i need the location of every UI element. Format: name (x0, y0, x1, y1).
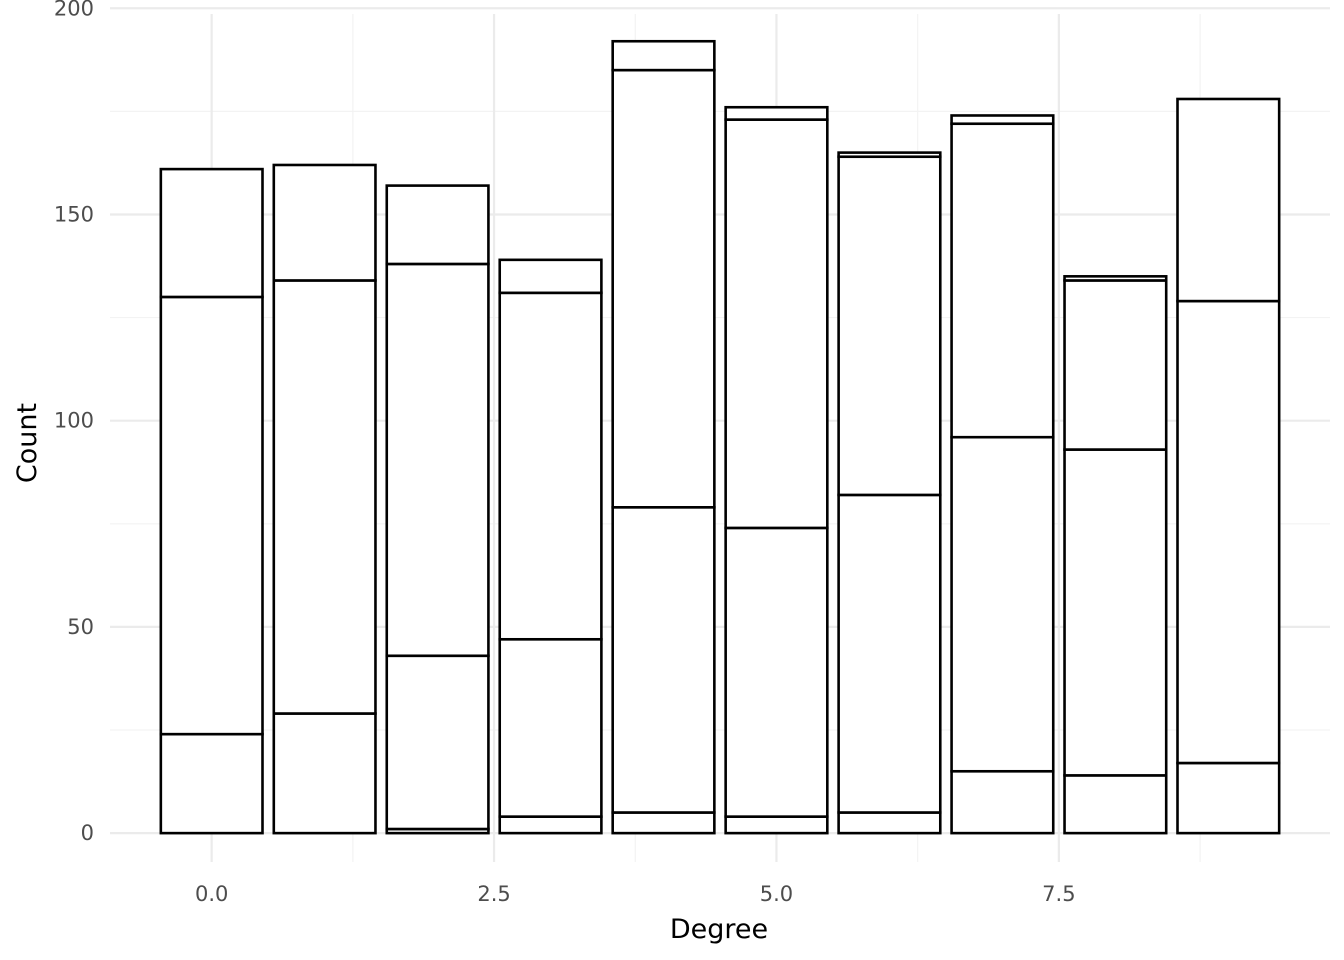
bar-segment (837, 151, 942, 159)
bar-segment (1063, 774, 1168, 835)
y-axis-tick-labels: 0 50 100 150 200 (54, 0, 94, 845)
y-tick-label: 0 (81, 821, 94, 845)
bar-stack (159, 167, 264, 835)
bars (159, 39, 1281, 835)
bar-stack (272, 163, 377, 835)
bar-segment (724, 815, 829, 835)
y-tick-label: 150 (54, 202, 94, 226)
bar-segment (837, 493, 942, 814)
bar-stack (385, 184, 490, 835)
bar-segment (724, 118, 829, 530)
bar-segment (498, 637, 603, 818)
bar-segment (1176, 97, 1281, 303)
bar-segment (1176, 299, 1281, 765)
x-tick-label: 0.0 (195, 882, 228, 906)
bar-segment (159, 167, 264, 299)
bar-segment (1063, 275, 1168, 282)
bar-segment (1063, 279, 1168, 451)
bar-segment (272, 163, 377, 282)
bar-segment (611, 506, 716, 814)
x-axis-title: Degree (670, 914, 768, 945)
bar-segment (159, 732, 264, 835)
bar-stack (837, 151, 942, 835)
bar-segment (724, 526, 829, 818)
y-axis-title: Count (12, 403, 43, 483)
bar-segment (950, 122, 1055, 439)
bar-segment (837, 155, 942, 497)
y-tick-label: 50 (67, 615, 94, 639)
y-tick-label: 100 (54, 409, 94, 433)
bar-segment (385, 262, 490, 658)
x-tick-label: 2.5 (477, 882, 510, 906)
x-tick-label: 5.0 (760, 882, 793, 906)
bar-segment (1176, 761, 1281, 835)
bar-stack (498, 258, 603, 835)
bar-stack (724, 105, 829, 835)
bar-segment (385, 654, 490, 831)
x-axis-tick-labels: 0.0 2.5 5.0 7.5 (195, 882, 1076, 906)
bar-segment (385, 184, 490, 266)
bar-segment (950, 769, 1055, 835)
bar-segment (498, 291, 603, 641)
bar-segment (950, 435, 1055, 773)
bar-segment (724, 105, 829, 121)
bar-segment (950, 114, 1055, 126)
bar-stack (1176, 97, 1281, 835)
x-tick-label: 7.5 (1042, 882, 1075, 906)
bar-segment (272, 279, 377, 715)
bar-segment (837, 811, 942, 835)
bar-stack (611, 39, 716, 835)
bar-segment (498, 815, 603, 835)
bar-segment (498, 258, 603, 295)
bar-stack (950, 114, 1055, 835)
bar-segment (611, 68, 716, 509)
bar-segment (611, 811, 716, 835)
bar-stack (1063, 275, 1168, 835)
y-tick-label: 200 (54, 0, 94, 20)
bar-segment (1063, 448, 1168, 777)
bar-segment (272, 712, 377, 835)
bar-segment (611, 39, 716, 72)
bar-segment (159, 295, 264, 736)
